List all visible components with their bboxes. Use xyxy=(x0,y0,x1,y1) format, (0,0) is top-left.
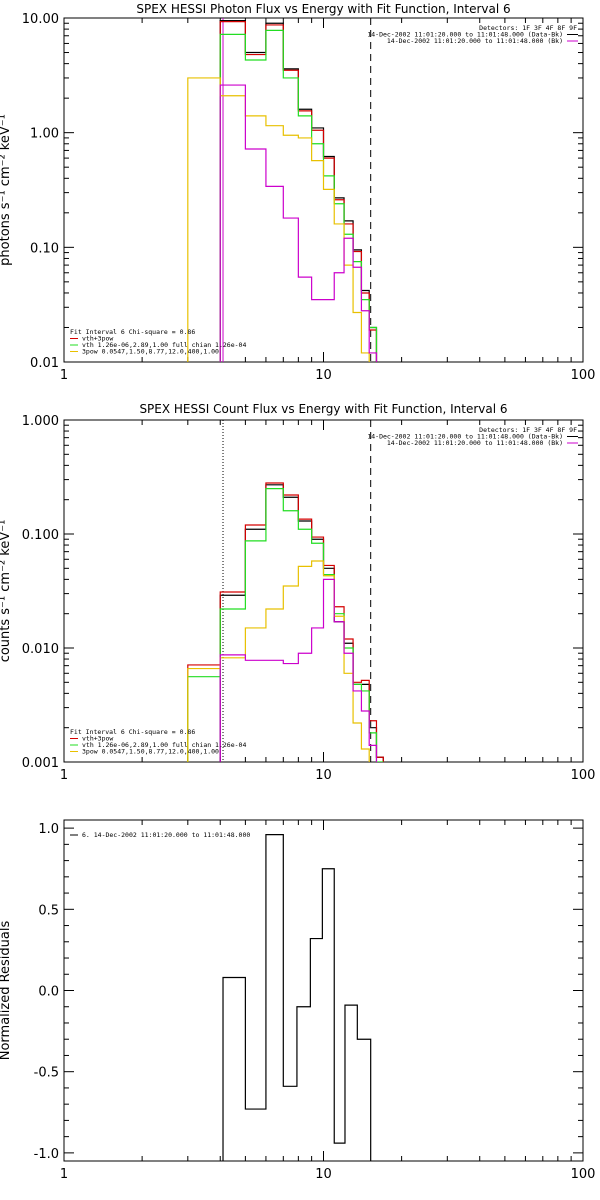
y-tick-label: -1.0 xyxy=(34,1147,59,1162)
chart-panel-1: SPEX HESSI Photon Flux vs Energy with Fi… xyxy=(0,2,595,383)
y-tick-label: 0.5 xyxy=(38,903,59,918)
legend-entry: vth 1.26e-06,2.89,1.00 full chian 1.26e-… xyxy=(82,341,246,349)
series-orange-line xyxy=(187,560,370,762)
y-tick-label: 0.100 xyxy=(22,528,59,543)
y-tick-label: 1.0 xyxy=(38,822,59,837)
y-tick-label: 0.010 xyxy=(22,642,59,657)
legend-entry: Fit Interval 6 Chi-square = 0.86 xyxy=(70,728,195,736)
y-axis-label: counts s⁻¹ cm⁻² keV⁻¹ xyxy=(0,520,13,663)
x-tick-label: 1 xyxy=(60,1167,68,1182)
header-line: 14-Dec-2002 11:01:20.000 to 11:01:48.000… xyxy=(367,433,563,441)
legend-entry: 6. 14-Dec-2002 11:01:20.000 to 11:01:48.… xyxy=(82,831,250,839)
y-tick-label: 1.00 xyxy=(30,127,59,142)
y-tick-label: 0.01 xyxy=(30,356,59,371)
y-axis-label: Normalized Residuals xyxy=(0,921,13,1061)
chart-title: SPEX HESSI Photon Flux vs Energy with Fi… xyxy=(136,2,510,16)
header-line: Detectors: 1F 3F 4F 8F 9F xyxy=(479,426,577,434)
x-tick-label: 1 xyxy=(60,768,68,783)
x-tick-label: 100 xyxy=(571,368,596,383)
series-black-line xyxy=(222,834,372,1161)
x-tick-label: 10 xyxy=(315,1167,332,1182)
legend-entry: vth+3pow xyxy=(82,735,113,743)
legend-entry: vth 1.26e-06,2.89,1.00 full chian 1.26e-… xyxy=(82,741,246,749)
legend-entry: 3pow 0.0547,1.50,8.77,12.0,400,1.00 xyxy=(82,348,219,356)
legend-entry: vth+3pow xyxy=(82,335,113,343)
chart-panel-3: Normalized Residuals 1 10 100 -1.0 -0.5 0.0 0.5… xyxy=(0,819,596,1182)
y-tick-label: 0.001 xyxy=(22,756,59,771)
x-tick-label: 100 xyxy=(571,1167,596,1182)
series-magenta-line xyxy=(219,84,378,362)
series-green-line xyxy=(187,488,384,762)
y-axis-label: photons s⁻¹ cm⁻² keV⁻¹ xyxy=(0,114,13,266)
plot-area xyxy=(187,19,378,362)
x-tick-label: 10 xyxy=(315,368,332,383)
header-line: 14-Dec-2002 11:01:20.000 to 11:01:48.000… xyxy=(387,37,563,45)
x-tick-label: 1 xyxy=(60,368,68,383)
header-line: Detectors: 1F 3F 4F 8F 9F xyxy=(479,24,577,32)
y-tick-label: -0.5 xyxy=(34,1066,59,1081)
header-line: 14-Dec-2002 11:01:20.000 to 11:01:48.000… xyxy=(387,439,563,447)
y-tick-label: 0.0 xyxy=(38,985,59,1000)
chart-panel-2: SPEX HESSI Count Flux vs Energy with Fit… xyxy=(0,402,595,783)
legend-entry: Fit Interval 6 Chi-square = 0.86 xyxy=(70,328,195,336)
series-magenta-line xyxy=(219,578,378,762)
y-tick-label: 0.10 xyxy=(30,241,59,256)
plot-area xyxy=(222,834,372,1161)
legend-entry: 3pow 0.0547,1.50,8.77,12.0,400,1.00 xyxy=(82,748,219,756)
header-line: 14-Dec-2002 11:01:20.000 to 11:01:48.000… xyxy=(367,31,563,39)
plot-area xyxy=(187,482,384,762)
chart-title: SPEX HESSI Count Flux vs Energy with Fit… xyxy=(139,402,507,416)
plot-frame xyxy=(63,419,584,763)
plot-frame xyxy=(63,17,584,363)
x-tick-label: 100 xyxy=(571,768,596,783)
y-tick-label: 10.00 xyxy=(22,12,59,27)
x-tick-label: 10 xyxy=(315,768,332,783)
plot-frame xyxy=(63,819,584,1162)
y-tick-label: 1.000 xyxy=(22,414,59,429)
